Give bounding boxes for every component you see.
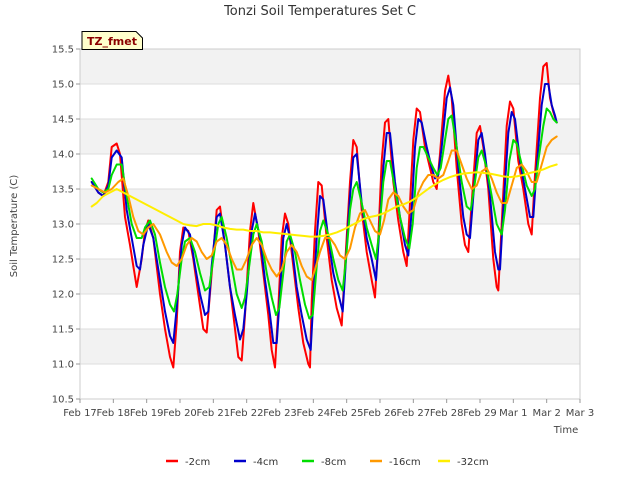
y-tick-label: 15.0 (52, 80, 74, 91)
x-tick-label: Feb 26 (363, 408, 397, 419)
x-tick-label: Mar 2 (532, 408, 560, 419)
legend-label: -2cm (185, 457, 210, 468)
y-axis-ticks: 10.5 11.0 11.5 12.0 12.5 13.0 13.5 14.0 14.5 15.0… (52, 45, 80, 406)
x-axis-title: Time (553, 425, 578, 436)
legend-item: -2cm (166, 457, 210, 468)
x-tick-label: Feb 27 (397, 408, 431, 419)
x-axis-ticks: Feb 17 Feb 18 Feb 19 Feb 20 Feb 21 Feb 22 Feb … (63, 399, 594, 419)
x-tick-label: Feb 23 (263, 408, 297, 419)
x-tick-label: Feb 17 (63, 408, 97, 419)
legend-label: -8cm (321, 457, 346, 468)
plot-band (80, 84, 580, 119)
y-tick-label: 15.5 (52, 45, 74, 56)
plot-band (80, 364, 580, 399)
x-tick-label: Feb 22 (230, 408, 264, 419)
x-tick-label: Mar 3 (566, 408, 594, 419)
x-tick-label: Feb 28 (430, 408, 464, 419)
y-tick-label: 13.0 (52, 220, 74, 231)
plot-band (80, 154, 580, 189)
legend-label: -4cm (253, 457, 278, 468)
series-line--8cm (90, 107, 558, 320)
y-tick-label: 11.0 (52, 360, 74, 371)
x-tick-label: Mar 1 (499, 408, 527, 419)
legend-label: -16cm (389, 457, 421, 468)
x-tick-label: Feb 19 (130, 408, 164, 419)
y-tick-label: 13.5 (52, 185, 74, 196)
plot-band (80, 294, 580, 329)
series-lines (90, 62, 558, 369)
badge-label: TZ_fmet (87, 35, 137, 48)
legend: -2cm -4cm -8cm -16cm -32cm (166, 457, 489, 468)
legend-item: -16cm (370, 457, 421, 468)
series-line--32cm (90, 163, 558, 238)
plot-band (80, 119, 580, 154)
legend-item: -8cm (302, 457, 346, 468)
x-tick-label: Feb 20 (163, 408, 197, 419)
x-tick-label: Feb 18 (97, 408, 131, 419)
x-tick-label: Feb 29 (463, 408, 497, 419)
y-tick-label: 14.5 (52, 115, 74, 126)
plot-band (80, 49, 580, 84)
y-tick-label: 10.5 (52, 395, 74, 406)
badge-shape (81, 31, 143, 50)
badge: TZ_fmet (81, 31, 143, 50)
y-axis-title: Soil Temperature (C) (9, 175, 20, 278)
series-line--16cm (90, 135, 558, 281)
y-tick-label: 11.5 (52, 325, 74, 336)
legend-item: -32cm (438, 457, 489, 468)
legend-label: -32cm (457, 457, 489, 468)
y-tick-label: 12.0 (52, 290, 74, 301)
x-tick-label: Feb 21 (197, 408, 231, 419)
x-tick-label: Feb 24 (297, 408, 331, 419)
y-tick-label: 14.0 (52, 150, 74, 161)
x-tick-label: Feb 25 (330, 408, 364, 419)
plot-band (80, 329, 580, 364)
y-tick-label: 12.5 (52, 255, 74, 266)
legend-item: -4cm (234, 457, 278, 468)
chart-title: Tonzi Soil Temperatures Set C (223, 4, 416, 19)
